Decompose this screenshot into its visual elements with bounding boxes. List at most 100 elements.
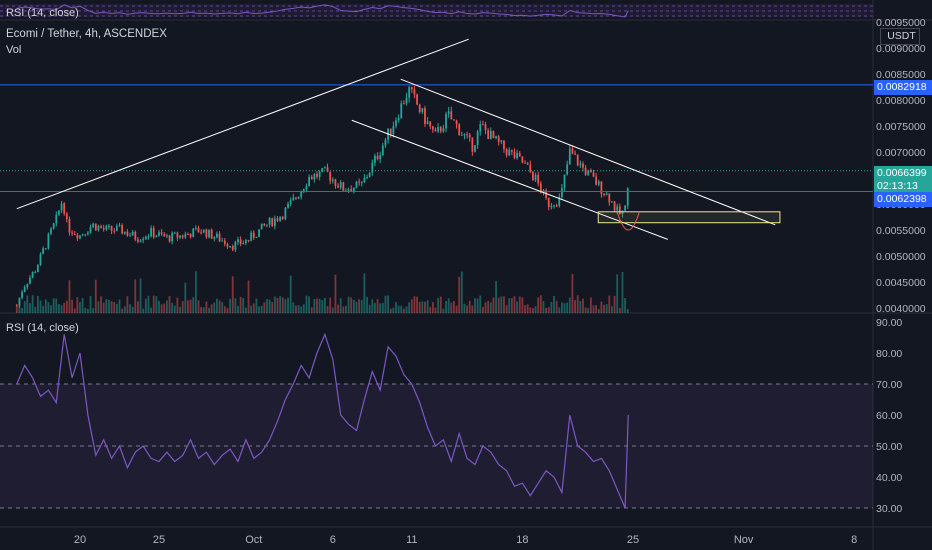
currency-badge[interactable]: USDT [880,28,920,45]
volume-bar [537,297,540,313]
candle-body [426,121,429,124]
volume-bar [200,306,203,313]
candle-body [131,231,134,236]
candle-body [397,117,400,121]
rsi-tick-label: 50.00 [876,441,902,453]
time-tick-label: Oct [245,534,262,546]
candle-body [15,305,18,307]
volume-bar [568,297,571,313]
candle-body [139,240,142,242]
candle-body [79,235,81,239]
candle-body [142,239,145,241]
volume-bar [150,307,152,313]
volume-bar [471,305,474,313]
candle-body [416,94,418,105]
volume-bar [571,273,574,313]
horizontal-levels [0,84,873,193]
volume-bar [555,300,558,313]
candle-body [500,140,503,142]
symbol-label[interactable]: Ecomi / Tether, 4h, ASCENDEX [6,28,167,40]
candle-body [110,225,113,231]
volume-bar [521,297,524,313]
candle-body [574,153,576,155]
candle-body [471,137,474,152]
volume-bar [250,305,253,313]
rsi-tick-label: 90.00 [876,317,902,329]
candle-body [371,162,374,173]
price-tick-label: 0.0070000 [876,147,926,159]
candle-body [76,234,79,239]
volume-bar [542,301,545,313]
candle-body [137,239,139,242]
candle-body [134,231,137,240]
candle-body [68,219,71,233]
candle-body [173,232,176,234]
volume-bar [213,302,216,313]
candle-body [400,103,403,118]
time-tick-label: 8 [851,534,857,546]
volume-bar [276,297,279,313]
candle-body [376,155,379,160]
candle-body [302,188,305,191]
candle-body [284,207,287,220]
candle-body [71,232,73,234]
volume-bar [524,305,526,313]
candle-body [571,148,574,154]
volume-bar [139,278,142,313]
candle-body [381,145,384,156]
volume-bar [597,308,600,313]
candle-body [242,243,245,245]
volume-bar [329,297,332,313]
candle-body [234,242,237,250]
volume-bar [152,295,155,313]
candle-body [150,228,152,237]
candle-body [73,233,76,235]
volume-bar [310,307,313,313]
candle-body [439,127,442,132]
candle-body [144,236,147,240]
candle-body [18,297,21,306]
volume-bar [260,305,263,313]
volume-bar [179,306,181,313]
volume-bar [326,306,329,313]
volume-bar [347,296,350,313]
volume-bar [197,300,200,313]
rsi-tick-label: 60.00 [876,410,902,422]
candle-body [403,103,405,105]
volume-bar [482,306,484,313]
volume-bar [395,302,397,313]
volume-bar [142,308,145,313]
volume-bar [115,303,118,313]
volume-bar [205,301,208,313]
volume-bar [437,297,440,313]
volume-bar [489,302,492,313]
candle-body [42,248,45,254]
volume-bar [287,297,289,313]
volume-bar [208,307,210,313]
volume-bar [121,308,124,313]
volume-bar [503,296,505,313]
volume-bar [71,299,73,313]
candle-body [510,150,513,152]
volume-bar [358,299,361,313]
volume-bar [100,296,102,313]
volume-bar [305,295,308,313]
candle-body [553,205,555,207]
candle-body [108,225,110,227]
volume-bar [418,301,421,313]
volume-bar [613,295,616,313]
candle-body [147,236,150,238]
volume-bar [50,305,52,313]
time-tick-label: 6 [330,534,336,546]
candle-body [126,231,129,236]
trendlines [16,38,776,240]
volume-bar [337,304,339,313]
volume-bar [424,301,426,313]
candle-body [532,171,534,180]
volume-bar [63,302,66,313]
volume-bar [529,307,532,313]
volume-bar [600,301,603,313]
volume-bar [589,297,592,313]
volume-bar [79,302,81,313]
candle-body [226,244,229,247]
